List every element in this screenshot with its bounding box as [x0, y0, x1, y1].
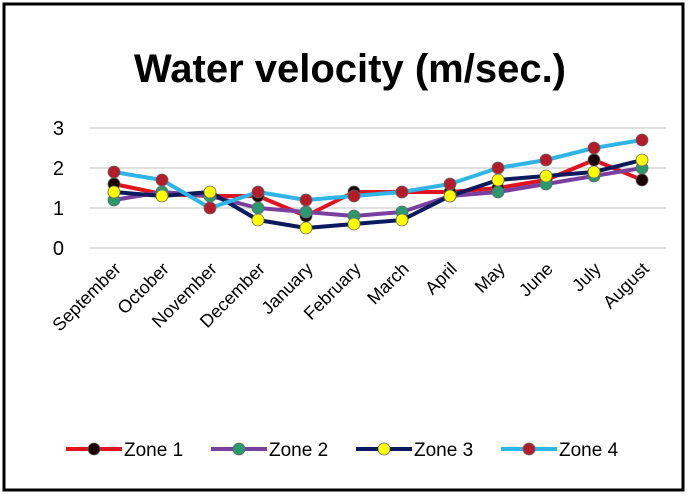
- legend-label: Zone 1: [124, 440, 183, 461]
- legend-label: Zone 2: [269, 440, 328, 461]
- legend-marker: [87, 442, 101, 456]
- data-point: [443, 189, 457, 203]
- y-tick-label: 1: [53, 198, 64, 220]
- data-point: [539, 153, 553, 167]
- data-point: [347, 217, 361, 231]
- data-point: [635, 173, 649, 187]
- legend-marker: [377, 442, 391, 456]
- data-point: [587, 141, 601, 155]
- data-point: [107, 185, 121, 199]
- data-point: [155, 189, 169, 203]
- data-point: [443, 177, 457, 191]
- data-point: [251, 213, 265, 227]
- legend-marker: [232, 442, 246, 456]
- data-point: [251, 185, 265, 199]
- data-point: [299, 193, 313, 207]
- y-tick-label: 3: [53, 118, 64, 140]
- legend-marker: [522, 442, 536, 456]
- data-point: [587, 153, 601, 167]
- y-tick-label: 2: [53, 158, 64, 180]
- data-point: [539, 169, 553, 183]
- data-point: [587, 165, 601, 179]
- data-point: [299, 205, 313, 219]
- data-point: [395, 185, 409, 199]
- data-point: [635, 133, 649, 147]
- legend-label: Zone 3: [414, 440, 473, 461]
- data-point: [203, 201, 217, 215]
- data-point: [155, 173, 169, 187]
- data-point: [491, 185, 505, 199]
- series-line: [113, 166, 643, 218]
- series-line: [113, 138, 643, 210]
- data-point: [491, 173, 505, 187]
- data-point: [299, 221, 313, 235]
- legend-label: Zone 4: [559, 440, 619, 461]
- data-point: [491, 161, 505, 175]
- chart-frame: [2, 2, 685, 492]
- data-point: [347, 189, 361, 203]
- data-point: [107, 165, 121, 179]
- data-point: [203, 185, 217, 199]
- data-point: [635, 153, 649, 167]
- chart-title: Water velocity (m/sec.): [134, 47, 566, 91]
- series-line: [113, 158, 643, 230]
- data-point: [395, 213, 409, 227]
- y-tick-label: 0: [53, 238, 64, 260]
- data-point: [251, 201, 265, 215]
